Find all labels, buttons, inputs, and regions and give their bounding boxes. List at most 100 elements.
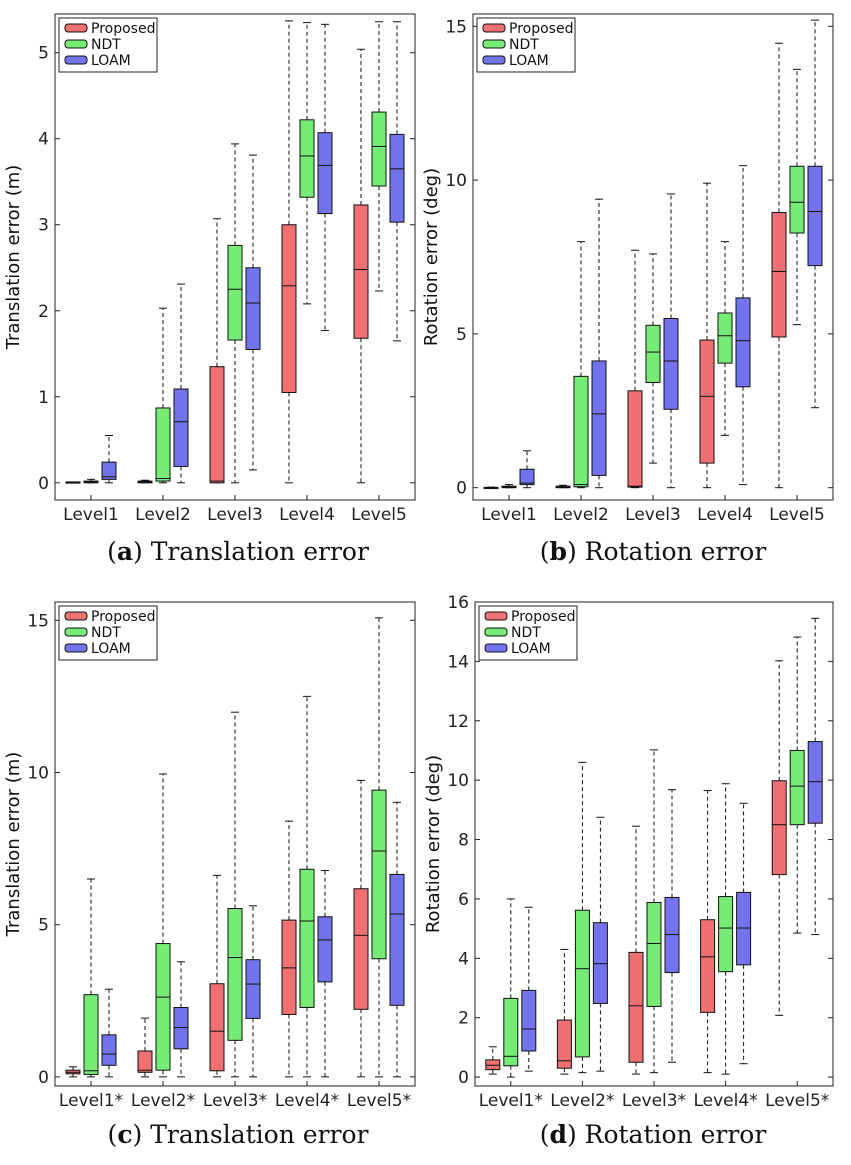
y-tick-label: 1: [38, 388, 49, 408]
box-proposed-1: [65, 1066, 81, 1078]
box-ndt-1: [83, 478, 99, 484]
box-proposed-4: [281, 20, 297, 484]
y-tick-label: 5: [456, 325, 467, 345]
box-ndt-4: [299, 695, 315, 1078]
y-tick-label: 0: [38, 474, 49, 494]
box-ndt-3: [227, 711, 243, 1078]
box-body: [389, 873, 405, 1006]
caption-paren: (: [540, 1120, 550, 1149]
box-body: [371, 111, 387, 187]
box-body: [573, 375, 589, 488]
x-tick-label: Level5*: [765, 1091, 829, 1111]
box-loam-2: [592, 816, 608, 1072]
box-body: [173, 1006, 189, 1050]
y-tick-label: 8: [458, 831, 469, 851]
box-loam-3: [663, 193, 679, 489]
box-ndt-1: [501, 484, 517, 489]
y-tick-label: 4: [458, 949, 469, 969]
y-axis-label: Rotation error (deg): [423, 755, 444, 933]
box-loam-3: [664, 789, 680, 1063]
x-tick-label: Level2*: [131, 1091, 195, 1111]
box-proposed-5: [353, 779, 369, 1078]
caption-label: b: [549, 537, 566, 566]
box-body: [807, 741, 823, 824]
box-proposed-2: [555, 484, 571, 489]
box-body: [519, 468, 535, 486]
box-body: [299, 868, 315, 1008]
y-tick-label: 15: [445, 17, 467, 37]
legend-label-proposed: Proposed: [91, 609, 155, 625]
y-tick-label: 16: [447, 593, 469, 613]
x-tick-label: Level4*: [693, 1091, 757, 1111]
box-body: [209, 983, 225, 1072]
box-body: [317, 916, 333, 983]
x-tick-label: Level2: [135, 505, 191, 525]
box-body: [389, 133, 405, 223]
y-tick-label: 2: [458, 1009, 469, 1029]
box-loam-1: [519, 450, 535, 489]
box-loam-2: [173, 283, 189, 484]
y-axis-label: Rotation error (deg): [421, 168, 442, 346]
box-loam-1: [101, 988, 117, 1078]
caption-label: d: [549, 1120, 566, 1149]
y-tick-label: 15: [27, 611, 49, 631]
legend-swatch-proposed: [64, 23, 88, 33]
box-body: [771, 211, 787, 338]
box-loam-3: [245, 154, 261, 471]
legend-swatch-loam: [64, 643, 88, 653]
legend-label-ndt: NDT: [511, 625, 541, 641]
box-proposed-1: [65, 481, 81, 484]
y-tick-label: 14: [447, 652, 469, 672]
x-tick-label: Level3*: [203, 1091, 267, 1111]
y-tick-label: 5: [38, 916, 49, 936]
x-tick-label: Level5*: [347, 1091, 411, 1111]
caption-label: c: [117, 1120, 132, 1149]
x-tick-label: Level1*: [479, 1091, 543, 1111]
x-tick-label: Level5: [351, 505, 407, 525]
box-proposed-5: [771, 42, 787, 489]
legend-label-loam: LOAM: [511, 641, 551, 657]
box-proposed-2: [137, 479, 153, 484]
panel-b: 0 5 10 15 Level1 Level2 Level3 Level4 Level5 Rota…: [421, 13, 834, 566]
box-body: [137, 1050, 153, 1073]
panel-a: 0 1 2 3 4 5 Level1 Level2 Level3 Level4 Level5 Tran…: [3, 13, 416, 566]
box-ndt-5: [371, 617, 387, 1078]
box-body: [227, 908, 243, 1041]
panel-d: 0 2 4 6 8 10 12 14 16 Level1* Level2* Level3* Level4…: [423, 593, 834, 1149]
y-axis-label: Translation error (m): [3, 165, 24, 351]
legend-swatch-proposed: [482, 23, 506, 33]
box-proposed-4: [700, 790, 716, 1074]
box-body: [353, 888, 369, 1010]
box-body: [83, 994, 99, 1075]
box-body: [735, 297, 751, 388]
legend-swatch-loam: [64, 55, 88, 65]
legend-swatch-loam: [482, 55, 506, 65]
box-proposed-2: [137, 1017, 153, 1078]
legend-label-proposed: Proposed: [509, 21, 573, 37]
box-body: [173, 388, 189, 467]
box-ndt-3: [227, 143, 243, 484]
y-tick-label: 4: [38, 130, 49, 150]
caption-paren: (: [107, 537, 117, 566]
box-body: [645, 324, 661, 383]
box-ndt-5: [789, 68, 805, 326]
legend-label-loam: LOAM: [91, 53, 131, 69]
box-loam-2: [173, 961, 189, 1078]
box-body: [245, 959, 261, 1019]
x-tick-label: Level4: [697, 505, 753, 525]
x-tick-label: Level1*: [59, 1091, 123, 1111]
box-ndt-3: [646, 749, 662, 1074]
box-body: [245, 267, 261, 350]
x-tick-label: Level1: [63, 505, 119, 525]
box-proposed-1: [483, 486, 499, 490]
box-proposed-3: [628, 825, 644, 1075]
box-proposed-3: [627, 249, 643, 489]
caption-text: ) Translation error: [133, 537, 369, 566]
box-proposed-2: [556, 948, 572, 1075]
box-body: [591, 360, 607, 476]
box-ndt-4: [717, 241, 733, 436]
box-body: [592, 922, 608, 1004]
box-loam-5: [389, 801, 405, 1078]
box-body: [700, 919, 716, 1013]
